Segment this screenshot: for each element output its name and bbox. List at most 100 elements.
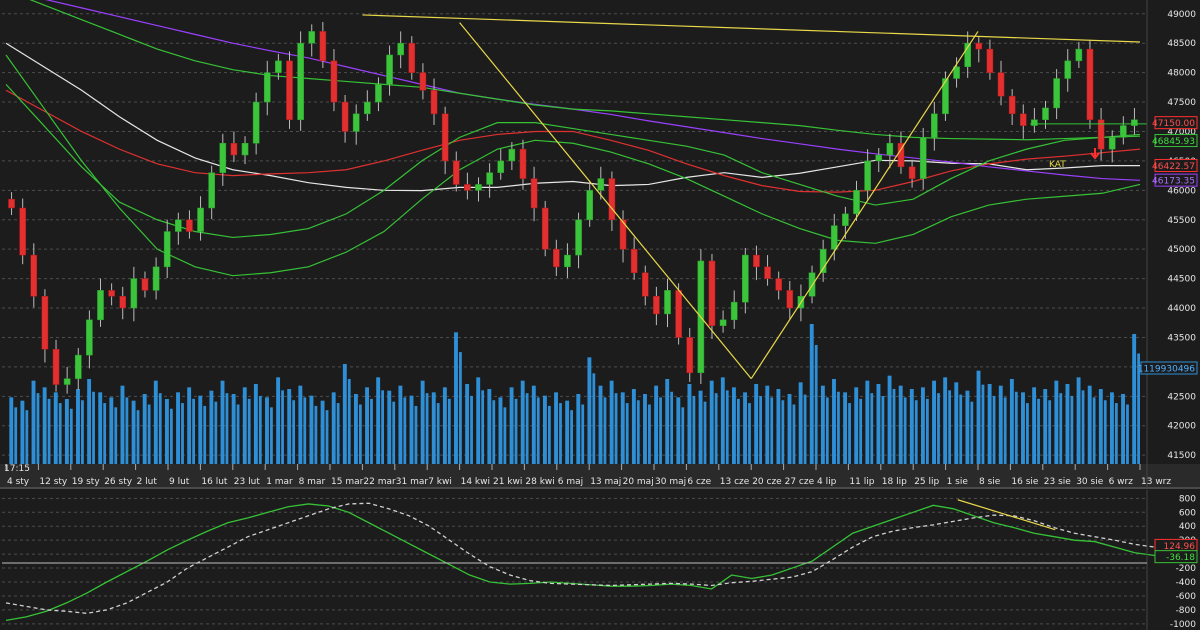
volume-bar [970, 401, 974, 464]
x-tick-label: 6 cze [687, 477, 711, 487]
value-badges: 47150.00 46845.93 46422.57 46173.35 124.96-3… [1138, 116, 1198, 564]
volume-bar [320, 400, 325, 464]
volume-bar [365, 387, 369, 464]
volume-bar [142, 394, 147, 464]
candle-down [753, 254, 760, 268]
volume-bar [276, 377, 281, 464]
x-tick-label: 23 sie [1044, 477, 1072, 487]
x-tick-label: 8 sie [979, 477, 1001, 487]
candle-down [519, 148, 527, 179]
volume-bar [47, 398, 51, 464]
volume-bar [498, 397, 503, 464]
volume-bar [1087, 385, 1092, 464]
candle-down [619, 219, 627, 250]
volume-bar [153, 380, 158, 464]
time-label: 17:15 [4, 464, 30, 474]
volume-bar [336, 403, 340, 464]
volume-bar [147, 404, 151, 464]
volume-bar [1009, 379, 1014, 464]
candle-down [430, 90, 438, 115]
candle-down [19, 207, 26, 256]
x-tick-label: 1 sie [947, 477, 969, 487]
candle-up [497, 160, 505, 173]
candle-up [1131, 119, 1138, 126]
volume-bar [1098, 389, 1103, 464]
value-badge-text: 124.96 [1164, 542, 1196, 552]
candle-up [919, 137, 927, 179]
volume-bar [103, 403, 107, 464]
x-tick-label: 7 kwi [428, 477, 452, 487]
volume-bar [909, 389, 914, 464]
indicator-tick-label: -1000 [1170, 620, 1196, 630]
volume-bar [1109, 392, 1114, 464]
volume-bar [698, 390, 703, 464]
volume-bar [670, 391, 674, 464]
down-arrow-icon [1090, 148, 1100, 160]
candle-up [397, 42, 404, 56]
volume-bar [603, 397, 607, 464]
candle-down [986, 48, 994, 73]
volume-bar [392, 401, 396, 464]
candle-down [686, 337, 694, 374]
volume-bar [225, 393, 229, 464]
volume-bar [992, 396, 996, 464]
x-tick-label: 18 lip [882, 477, 907, 487]
candle-down [119, 296, 127, 309]
price-tick-label: 49000 [1167, 10, 1196, 20]
volume-bar [898, 385, 903, 464]
volume-bar [287, 389, 292, 464]
volume-bar [92, 391, 95, 464]
indicator-tick-label: -600 [1176, 592, 1197, 602]
x-tick-label: 14 kwi [461, 477, 490, 487]
volume-bar [231, 394, 236, 464]
volume-bar [832, 379, 836, 464]
candle-up [63, 378, 71, 385]
volume-bar [554, 392, 558, 464]
volume-bar [998, 385, 1003, 464]
oscillator-trend-line [957, 499, 1056, 531]
volume-bar [114, 407, 118, 464]
value-badge-text: 47150.00 [1152, 119, 1195, 129]
volume-bar [265, 397, 269, 464]
x-tick-label: 1 mar [266, 477, 293, 487]
candle-up [730, 301, 738, 321]
candle-down [230, 142, 238, 156]
volume-bar [547, 405, 551, 464]
candle-down [1008, 95, 1016, 115]
volume-bar [903, 397, 907, 464]
volume-bar [164, 399, 169, 464]
x-tick-label: 15 mar [331, 477, 364, 487]
x-tick-label: 19 sty [72, 477, 101, 487]
price-tick-label: 44000 [1167, 304, 1196, 314]
volume-bar [42, 387, 47, 464]
volume-bar [481, 390, 485, 464]
value-badge-text: 46845.93 [1152, 137, 1195, 147]
volume-bar [859, 398, 863, 464]
volume-badge [1140, 361, 1198, 375]
trend-line [459, 22, 752, 380]
candle-up [175, 219, 182, 232]
candle-up [742, 254, 749, 303]
volume-bar [754, 384, 759, 464]
volume-bar [36, 393, 40, 464]
candle-up [352, 113, 360, 132]
x-tick-label: 22 mar [363, 477, 396, 487]
volume-bar [281, 390, 284, 464]
x-tick-label: 12 sty [39, 477, 68, 487]
moving-average-line [5, 54, 1141, 277]
price-tick-label: 45500 [1167, 216, 1196, 226]
volume-bar [414, 405, 418, 464]
volume-bar [943, 377, 948, 464]
volume-bar [876, 384, 881, 464]
volume-bar [1081, 390, 1085, 464]
volume-bar [470, 396, 473, 464]
candle-down [764, 266, 771, 279]
volume-bar [1037, 398, 1040, 464]
candle-up [1075, 48, 1083, 62]
volume-bar [731, 387, 736, 464]
candle-down [186, 219, 193, 232]
candle-down [653, 296, 660, 315]
volume-bar [843, 392, 848, 464]
volume-bar [703, 401, 707, 464]
